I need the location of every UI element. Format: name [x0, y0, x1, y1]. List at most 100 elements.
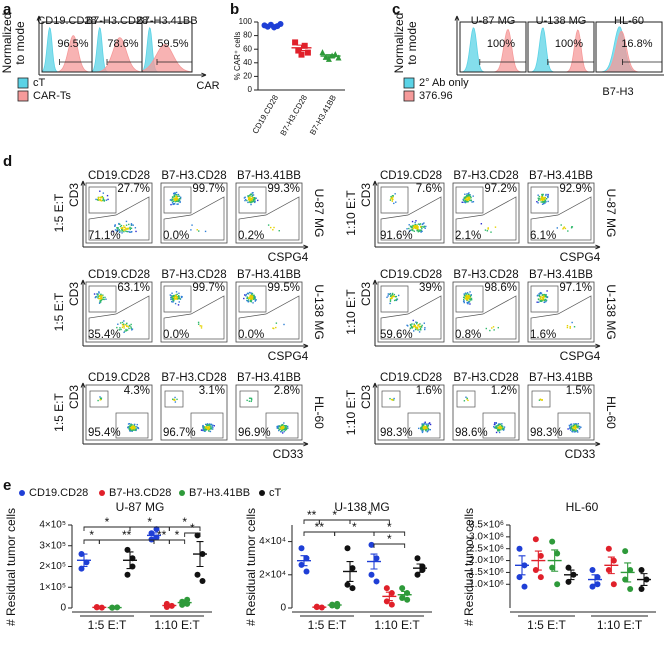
y-axis-label: CD3 [359, 282, 373, 306]
event-dot [462, 199, 465, 202]
event-dot [547, 196, 549, 199]
event-dot [421, 227, 423, 230]
event-dot [391, 198, 394, 201]
event-dot [577, 431, 579, 433]
data-point [627, 586, 634, 593]
event-dot [104, 296, 106, 299]
event-dot [467, 299, 469, 301]
event-dot [202, 425, 204, 427]
event-dot [466, 299, 468, 302]
error-bar [346, 560, 354, 582]
y-axis-label: # Residual tumor cells [462, 508, 476, 626]
event-dot [425, 225, 427, 228]
gate-percent: 1.2% [491, 385, 517, 397]
event-dot [176, 199, 178, 201]
event-dot [542, 296, 544, 298]
gate [238, 295, 300, 340]
event-dot [178, 301, 180, 303]
event-dot [569, 427, 571, 430]
y-axis-label: % CAR⁺ cells [233, 32, 242, 81]
legend-marker [99, 490, 105, 496]
data-point [627, 567, 634, 574]
event-dot [245, 293, 248, 296]
event-dot [252, 298, 255, 300]
data-point [565, 564, 572, 571]
event-dot [128, 230, 130, 233]
significance-label: * [332, 508, 337, 522]
event-dot [413, 324, 416, 326]
event-dot [251, 201, 253, 203]
event-dot [417, 223, 420, 225]
event-dot [543, 198, 545, 200]
event-dot [392, 399, 394, 401]
gate-percent: 7.6% [416, 183, 442, 195]
event-dot [174, 302, 177, 305]
event-dot [541, 195, 544, 197]
y-axis-label: to mode [405, 21, 419, 65]
event-dot [179, 200, 181, 203]
gate [407, 412, 441, 439]
event-dot [415, 225, 418, 228]
event-dot [243, 197, 246, 199]
event-dot [423, 422, 425, 425]
event-dot [278, 425, 281, 427]
event-dot [130, 429, 132, 432]
event-dot [466, 199, 468, 201]
cell-line-label: U-138 MG [604, 284, 618, 339]
plot-title: B7-H3.CD28 [453, 269, 518, 281]
event-dot [245, 295, 247, 297]
arrow-head [80, 382, 86, 388]
event-dot [413, 230, 416, 232]
data-point [549, 564, 556, 571]
event-dot [249, 201, 251, 203]
gate [380, 285, 409, 313]
event-dot [493, 422, 496, 424]
gate [530, 295, 592, 340]
legend-label: CD19.CD28 [29, 487, 88, 499]
data-point [298, 51, 305, 58]
gate [557, 412, 591, 439]
event-dot [498, 429, 501, 431]
gate [265, 412, 299, 439]
event-dot [419, 328, 421, 331]
event-dot [420, 326, 423, 328]
event-dot [173, 202, 175, 205]
event-dot [177, 295, 179, 298]
event-dot [467, 199, 469, 202]
event-dot [103, 298, 105, 301]
event-dot [135, 425, 137, 428]
error-bar [325, 54, 336, 58]
event-dot [97, 297, 99, 299]
error-bar [370, 553, 378, 570]
event-dot [421, 430, 423, 432]
event-dot [207, 427, 209, 429]
event-dot [123, 225, 125, 227]
gate [115, 412, 149, 439]
y-axis-label: to mode [13, 21, 27, 65]
event-dot [408, 224, 410, 226]
significance-label: ** [315, 520, 325, 534]
event-dot [174, 201, 177, 203]
event-dot [176, 296, 178, 299]
event-dot [198, 230, 200, 232]
event-dot [542, 198, 544, 201]
event-dot [427, 423, 430, 425]
gate-percent: 98.3% [530, 427, 563, 439]
event-dot [570, 423, 573, 425]
event-dot [121, 321, 124, 324]
event-dot [176, 194, 178, 196]
event-dot [248, 197, 250, 199]
event-dot [283, 323, 285, 326]
event-dot [254, 299, 257, 301]
significance-label: * [367, 508, 372, 522]
plot-title: B7-H3.CD28 [453, 372, 518, 384]
event-dot [573, 429, 575, 431]
event-dot [427, 428, 430, 431]
event-dot [134, 423, 136, 426]
event-dot [542, 200, 544, 202]
gate-percent: 2.1% [455, 230, 481, 242]
event-dot [127, 426, 129, 429]
event-dot [469, 291, 471, 293]
event-dot [502, 429, 505, 431]
event-dot [428, 422, 431, 424]
